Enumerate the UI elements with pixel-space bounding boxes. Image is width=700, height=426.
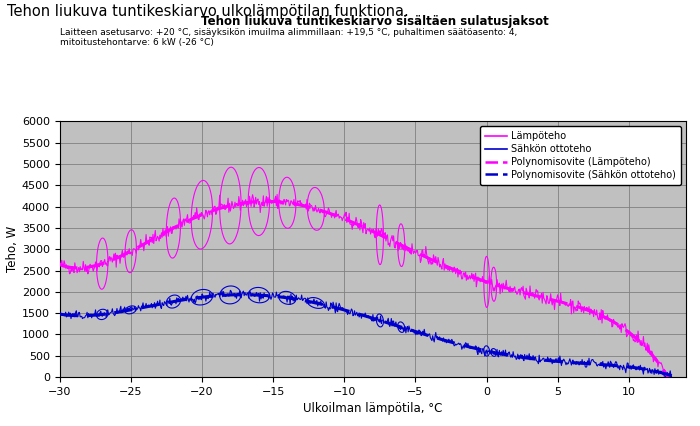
- X-axis label: Ulkoilman lämpötila, °C: Ulkoilman lämpötila, °C: [303, 402, 442, 415]
- Text: Tehon liukuva tuntikeskiarvo sisältäen sulatusjaksot: Tehon liukuva tuntikeskiarvo sisältäen s…: [201, 15, 548, 28]
- Legend: Lämpöteho, Sähkön ottoteho, Polynomisovite (Lämpöteho), Polynomisovite (Sähkön o: Lämpöteho, Sähkön ottoteho, Polynomisovi…: [480, 126, 681, 185]
- Y-axis label: Teho, W: Teho, W: [6, 226, 19, 272]
- Text: Laitteen asetusarvo: +20 °C, sisäyksikön imuilma alimmillaan: +19,5 °C, puhaltim: Laitteen asetusarvo: +20 °C, sisäyksikön…: [60, 28, 517, 47]
- Text: Tehon liukuva tuntikeskiarvo ulkolämpötilan funktiona.: Tehon liukuva tuntikeskiarvo ulkolämpöti…: [7, 4, 409, 19]
